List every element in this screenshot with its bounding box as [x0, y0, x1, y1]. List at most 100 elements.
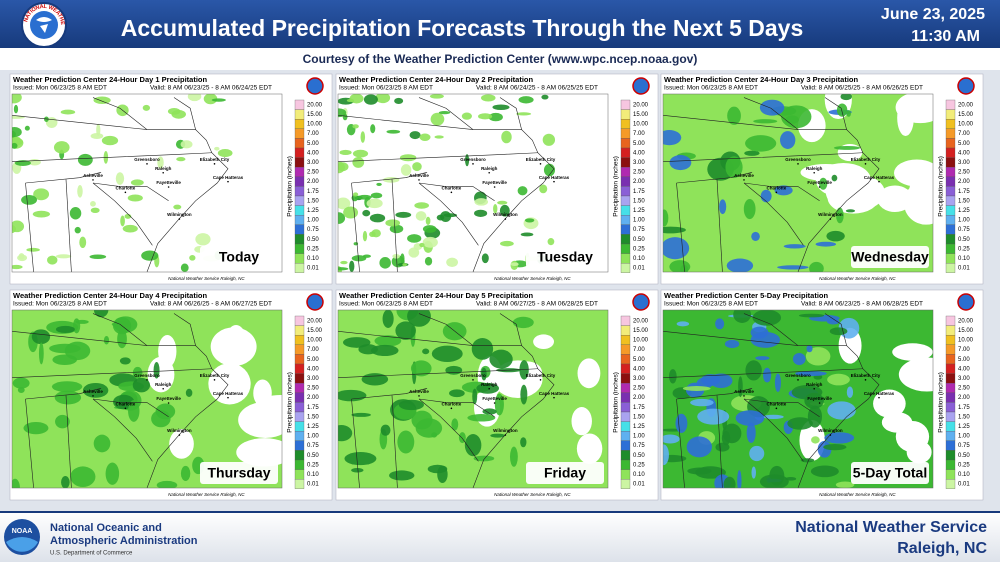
legend-label: 0.75 [633, 443, 645, 449]
state-line [146, 313, 229, 488]
wpc-logo [632, 77, 650, 95]
state-line [351, 182, 360, 272]
legend-label: 4.00 [307, 150, 319, 156]
rain-area [69, 207, 82, 220]
rain-area [715, 318, 725, 330]
dry-area [881, 412, 913, 433]
rain-area [429, 94, 444, 99]
panel-title: Weather Prediction Center 24-Hour Day 1 … [13, 75, 207, 84]
legend-swatch [294, 234, 305, 245]
panel-bg [9, 73, 333, 285]
rain-area [431, 432, 438, 438]
rain-area [719, 199, 727, 215]
state-line [663, 331, 847, 346]
city-label: Cape Hatteras [213, 175, 244, 180]
city-label: Cape Hatteras [539, 391, 570, 396]
legend-swatch [945, 450, 956, 461]
rain-area [214, 146, 220, 151]
legend-label: 10.00 [633, 122, 649, 128]
issued: Issued: Mon 06/23/25 8 AM EDT [339, 301, 433, 308]
rain-area [82, 382, 109, 398]
rain-area [173, 204, 182, 210]
panel-title: Weather Prediction Center 5-Day Precipit… [664, 291, 828, 300]
rain-area [759, 99, 785, 116]
rain-area [826, 230, 845, 242]
city-label: Wilmington [493, 428, 518, 433]
rain-area [751, 466, 756, 479]
legend-label: 0.01 [307, 266, 319, 272]
legend-label: 5.00 [633, 357, 645, 363]
city-dot [493, 402, 496, 404]
legend-label: 0.25 [633, 246, 645, 252]
rain-area [156, 480, 178, 488]
city-label: Raleigh [806, 382, 823, 387]
day-label-box [851, 246, 929, 268]
legend-label: 3.00 [307, 160, 319, 166]
map-credit: National Weather Service Raleigh, NC [168, 276, 245, 281]
legend-swatch [945, 128, 956, 139]
legend-label: 0.25 [633, 462, 645, 468]
legend-label: 1.25 [958, 208, 970, 214]
rain-area [480, 94, 496, 102]
forecast-panel: Weather Prediction Center 24-Hour Day 4 … [9, 289, 333, 501]
rain-area [340, 260, 348, 265]
legend-swatch [294, 186, 305, 197]
dry-area [898, 357, 933, 392]
noaa-name-1: National Oceanic and [50, 522, 162, 534]
legend-swatch [294, 431, 305, 441]
rain-area [755, 356, 770, 361]
state-line [676, 172, 753, 184]
rain-area [783, 244, 806, 249]
rain-area [482, 408, 497, 415]
rain-area [663, 444, 669, 466]
legend-label: 1.50 [307, 414, 319, 420]
rain-area [488, 112, 503, 122]
rain-area [402, 263, 407, 267]
rain-area [153, 361, 160, 379]
legend-swatch [620, 138, 631, 149]
legend-label: 1.50 [633, 198, 645, 204]
day-label-box [526, 462, 604, 484]
rain-area [721, 431, 731, 446]
rain-area [369, 231, 376, 238]
legend-swatch [945, 147, 956, 158]
legend-swatch [620, 363, 631, 374]
rain-area [743, 198, 756, 220]
state-line [472, 97, 555, 272]
legend-swatch [294, 383, 305, 393]
city-label: Wilmington [818, 428, 843, 433]
rain-area [338, 162, 349, 172]
rain-area [141, 250, 159, 261]
map: Greensboro Raleigh Asheville Charlotte Fayet… [12, 94, 244, 272]
city-dot [167, 402, 170, 404]
dry-area [208, 363, 251, 405]
legend-swatch [945, 469, 956, 480]
rain-area [419, 133, 431, 141]
legend-label: 10.00 [307, 338, 323, 344]
legend-axis-label: Precipitation (inches) [613, 372, 620, 433]
rain-area [12, 264, 23, 270]
rain-area [203, 94, 218, 105]
rain-area [518, 96, 534, 104]
legend-swatch [620, 263, 631, 273]
noaa-logo: NOAA [4, 519, 40, 555]
city-dot [167, 186, 170, 188]
rain-area [12, 126, 22, 138]
rain-area [663, 434, 680, 444]
rain-area [795, 370, 827, 377]
legend-swatch [945, 186, 956, 197]
rain-area [492, 104, 510, 111]
dry-area [877, 185, 913, 213]
rain-area [697, 408, 730, 425]
legend-swatch [945, 383, 956, 393]
rain-area [464, 433, 482, 457]
title: Accumulated Precipitation Forecasts Thro… [121, 15, 804, 41]
city-dot [450, 407, 453, 410]
rain-area [103, 336, 110, 345]
state-line [351, 172, 428, 184]
rain-area [338, 108, 347, 118]
rain-area [733, 310, 752, 323]
legend-label: 1.25 [958, 424, 970, 430]
rain-area [338, 389, 367, 402]
